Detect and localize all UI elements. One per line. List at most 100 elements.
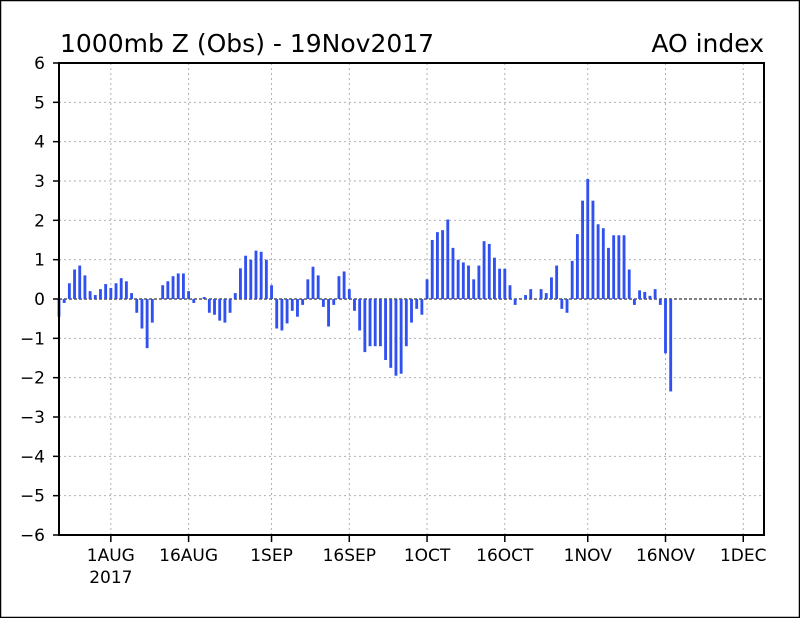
ao-bar <box>384 299 388 360</box>
ao-bar <box>192 299 196 303</box>
y-tick-label: −3 <box>20 408 45 428</box>
ao-bar <box>202 297 206 299</box>
y-tick-label: −2 <box>20 369 45 389</box>
chart-title: 1000mb Z (Obs) - 19Nov2017 <box>60 29 434 58</box>
ao-bar <box>373 299 377 347</box>
ao-bar <box>529 289 533 299</box>
ao-bar <box>171 276 175 299</box>
ao-bar <box>83 275 87 299</box>
ao-bar <box>114 283 118 299</box>
ao-bar <box>493 257 496 299</box>
x-tick-label: 1SEP <box>250 546 293 566</box>
ao-bar <box>93 295 97 299</box>
ao-bar <box>513 299 517 305</box>
ao-bar <box>187 291 191 299</box>
ao-bar <box>321 299 325 307</box>
ao-bar <box>280 299 284 331</box>
ao-bar <box>62 299 66 303</box>
ao-bar <box>518 298 522 299</box>
ao-bar <box>612 235 616 299</box>
ao-bar <box>244 255 248 299</box>
ao-bar <box>119 278 123 299</box>
ao-bar <box>306 279 310 299</box>
y-tick-label: 4 <box>34 133 45 153</box>
bars <box>57 179 673 392</box>
ao-bar <box>596 224 600 299</box>
ao-bar <box>487 243 491 299</box>
ao-bar <box>446 219 450 299</box>
ao-bar <box>368 299 372 347</box>
ao-bar <box>544 293 548 299</box>
x-tick-year-label: 2017 <box>89 568 132 588</box>
x-tick-label: 1DEC <box>720 546 767 566</box>
ao-bar <box>140 299 144 329</box>
ao-bar <box>430 240 434 299</box>
ao-bar <box>316 275 320 299</box>
ao-bar <box>161 285 165 299</box>
ao-bar <box>218 299 222 321</box>
ao-bar <box>109 287 113 299</box>
ao-bar <box>130 293 133 299</box>
ao-bar <box>249 259 253 299</box>
ao-bar <box>378 299 382 347</box>
ao-bar <box>394 299 398 376</box>
ao-bar <box>648 295 652 299</box>
ao-bar <box>441 230 445 299</box>
ao-bar <box>658 299 662 305</box>
ao-bar <box>275 299 279 329</box>
ao-bar <box>290 299 294 311</box>
ao-bar <box>88 291 92 299</box>
ao-bar <box>524 295 527 299</box>
ao-bar <box>451 247 455 299</box>
ao-bar <box>415 299 419 309</box>
ao-bar <box>399 299 403 374</box>
y-tick-label: 0 <box>34 290 45 310</box>
ao-bar <box>565 299 569 313</box>
ao-bar <box>627 269 631 299</box>
ao-bar <box>653 289 657 299</box>
y-tick-label: −4 <box>20 447 45 467</box>
ao-bar <box>420 299 424 315</box>
ao-bar <box>296 299 299 317</box>
x-tick-label: 1OCT <box>404 546 451 566</box>
ao-bar <box>472 279 476 299</box>
chart-index-name: AO index <box>651 29 764 58</box>
ao-bar <box>425 279 429 299</box>
ao-bar <box>477 265 481 299</box>
ao-bar <box>301 299 305 305</box>
ao-bar <box>264 259 268 299</box>
y-tick-label: 3 <box>34 172 45 192</box>
ao-bar <box>150 299 154 323</box>
ao-bar <box>555 265 559 299</box>
ao-bar <box>135 299 139 313</box>
ao-bar <box>363 299 367 353</box>
ao-bar <box>254 250 258 299</box>
ao-bar <box>332 299 336 305</box>
ao-bar <box>342 271 346 299</box>
ao-bar <box>550 277 553 299</box>
ao-bar <box>347 289 351 299</box>
ao-bar <box>124 281 128 299</box>
y-tick-label: −6 <box>20 526 45 546</box>
ao-bar <box>353 299 356 311</box>
y-tick-label: −1 <box>20 329 45 349</box>
ao-bar <box>560 299 564 309</box>
ao-bar <box>622 235 626 299</box>
ao-bar <box>67 283 71 299</box>
ao-bar <box>311 266 315 299</box>
ao-bar <box>285 299 289 324</box>
ao-bar <box>270 285 273 299</box>
ao-bar <box>586 179 590 299</box>
x-tick-label: 16AUG <box>159 546 218 566</box>
ao-bar <box>482 241 486 299</box>
plot-frame <box>58 62 765 536</box>
ao-bar <box>104 284 108 299</box>
ao-bar <box>181 273 185 299</box>
x-tick-label: 16SEP <box>323 546 376 566</box>
ao-bar <box>461 262 465 299</box>
ao-bar <box>456 259 460 299</box>
y-axis-ticks: −6 −5 −4 −3 −2 −1 0 1 2 3 4 5 6 <box>20 54 59 546</box>
ao-bar <box>207 299 211 313</box>
